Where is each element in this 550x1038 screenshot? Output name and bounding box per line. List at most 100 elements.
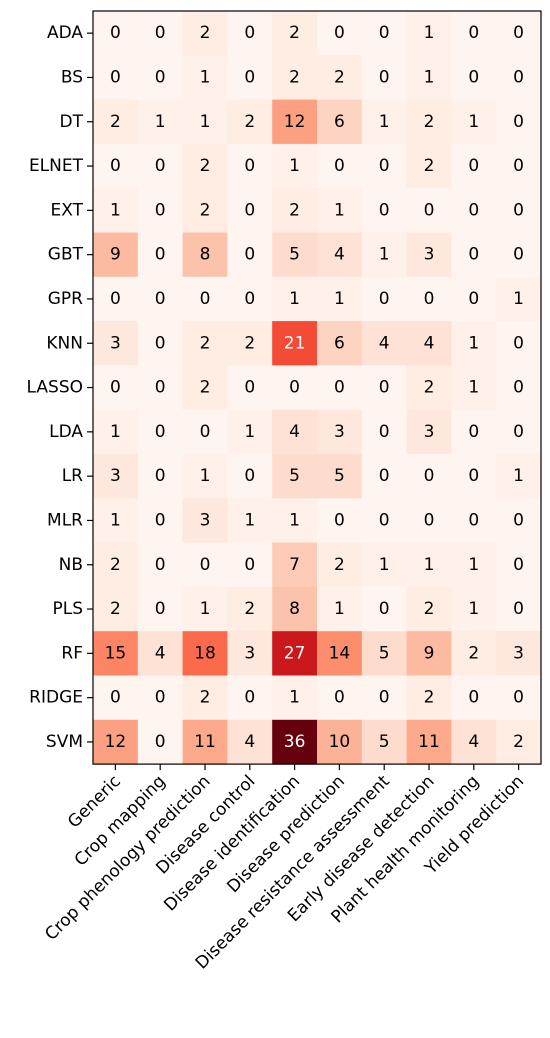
heatmap-cell (406, 321, 452, 366)
cell-value-label: 0 (468, 245, 479, 265)
cell-value-label: 2 (244, 599, 255, 619)
heatmap-cell (406, 365, 452, 411)
heatmap-cell (361, 586, 408, 632)
heatmap-cell (496, 631, 542, 676)
cell-value-label: 0 (379, 688, 390, 708)
heatmap-cell (137, 143, 184, 189)
cell-value-label: 27 (284, 643, 306, 663)
heatmap-cell (406, 631, 452, 676)
y-tick-label: BS (61, 67, 83, 87)
heatmap-cell (272, 11, 318, 56)
heatmap-cell (317, 55, 363, 101)
cell-value-label: 1 (379, 112, 390, 132)
heatmap-cell (182, 11, 228, 56)
y-tick-label: LASSO (27, 378, 83, 398)
cell-value-label: 0 (155, 245, 166, 265)
y-tick-label: ADA (47, 23, 83, 43)
cell-value-label: 3 (110, 466, 121, 486)
cell-value-label: 2 (424, 688, 435, 708)
cell-value-label: 0 (468, 67, 479, 87)
heatmap-cell (182, 409, 228, 455)
cell-value-label: 3 (334, 422, 345, 442)
cell-value-label: 1 (110, 422, 121, 442)
cell-value-label: 4 (379, 333, 390, 353)
heatmap-cell (496, 99, 542, 145)
heatmap-cell (137, 586, 184, 632)
cell-value-label: 2 (513, 732, 524, 752)
heatmap-cell (137, 498, 184, 544)
heatmap-cell (272, 498, 318, 544)
cell-value-label: 0 (334, 688, 345, 708)
heatmap-cell (496, 276, 542, 322)
heatmap-cell (317, 365, 363, 411)
heatmap-cell (182, 99, 228, 145)
heatmap-cell (93, 99, 139, 145)
cell-value-label: 0 (513, 378, 524, 398)
heatmap-cell (272, 232, 318, 278)
heatmap-cell (406, 143, 452, 189)
y-tick-label: LR (62, 466, 83, 486)
cell-value-label: 0 (513, 23, 524, 43)
heatmap-cell (137, 675, 184, 721)
cell-value-label: 1 (468, 378, 479, 398)
heatmap-cell (451, 631, 497, 676)
cell-value-label: 0 (110, 688, 121, 708)
heatmap-cell (496, 188, 542, 233)
heatmap-cell (406, 498, 452, 544)
cell-value-label: 1 (424, 23, 435, 43)
cell-value-label: 0 (244, 156, 255, 176)
heatmap-cell (317, 719, 363, 765)
heatmap-cell (317, 498, 363, 544)
cell-value-label: 3 (200, 510, 211, 530)
heatmap-cell (227, 454, 273, 499)
cell-value-label: 2 (110, 112, 121, 132)
y-tick-label: KNN (46, 333, 83, 353)
heatmap-cells (93, 11, 542, 765)
cell-value-label: 1 (155, 112, 166, 132)
heatmap-cell (272, 409, 318, 455)
heatmap-cell (272, 99, 318, 145)
heatmap-cell (451, 719, 497, 765)
cell-value-label: 0 (155, 688, 166, 708)
heatmap-cell (451, 99, 497, 145)
cell-value-label: 1 (289, 688, 300, 708)
cell-value-label: 5 (379, 732, 390, 752)
heatmap-cell (451, 232, 497, 278)
heatmap-cell (93, 365, 139, 411)
cell-value-label: 0 (468, 200, 479, 220)
heatmap-cell (182, 321, 228, 366)
heatmap-cell (182, 365, 228, 411)
y-tick-label: DT (60, 112, 84, 132)
cell-value-label: 0 (244, 555, 255, 575)
cell-value-label: 1 (513, 466, 524, 486)
heatmap-cell (227, 586, 273, 632)
heatmap-cell (272, 188, 318, 233)
cell-value-label: 1 (468, 599, 479, 619)
heatmap-cell (227, 498, 273, 544)
cell-value-label: 0 (155, 23, 166, 43)
heatmap-cell (227, 188, 273, 233)
cell-value-label: 2 (424, 156, 435, 176)
cell-value-label: 0 (468, 466, 479, 486)
y-tick-label: NB (59, 555, 83, 575)
cell-value-label: 0 (379, 422, 390, 442)
heatmap-cell (317, 188, 363, 233)
cell-value-label: 1 (334, 200, 345, 220)
cell-value-label: 0 (155, 466, 166, 486)
cell-value-label: 0 (379, 599, 390, 619)
cell-value-label: 2 (244, 333, 255, 353)
heatmap-cell (93, 11, 139, 56)
cell-value-label: 0 (468, 289, 479, 309)
cell-value-label: 0 (424, 200, 435, 220)
cell-value-label: 2 (200, 23, 211, 43)
heatmap-cell (361, 542, 408, 588)
heatmap-cell (272, 276, 318, 322)
y-tick-label: RF (61, 643, 83, 663)
heatmap-cell (227, 675, 273, 721)
heatmap-cell (406, 188, 452, 233)
cell-value-label: 0 (200, 289, 211, 309)
cell-value-label: 0 (424, 289, 435, 309)
heatmap-cell (272, 321, 318, 366)
heatmap-cell (406, 11, 452, 56)
cell-value-label: 5 (379, 643, 390, 663)
